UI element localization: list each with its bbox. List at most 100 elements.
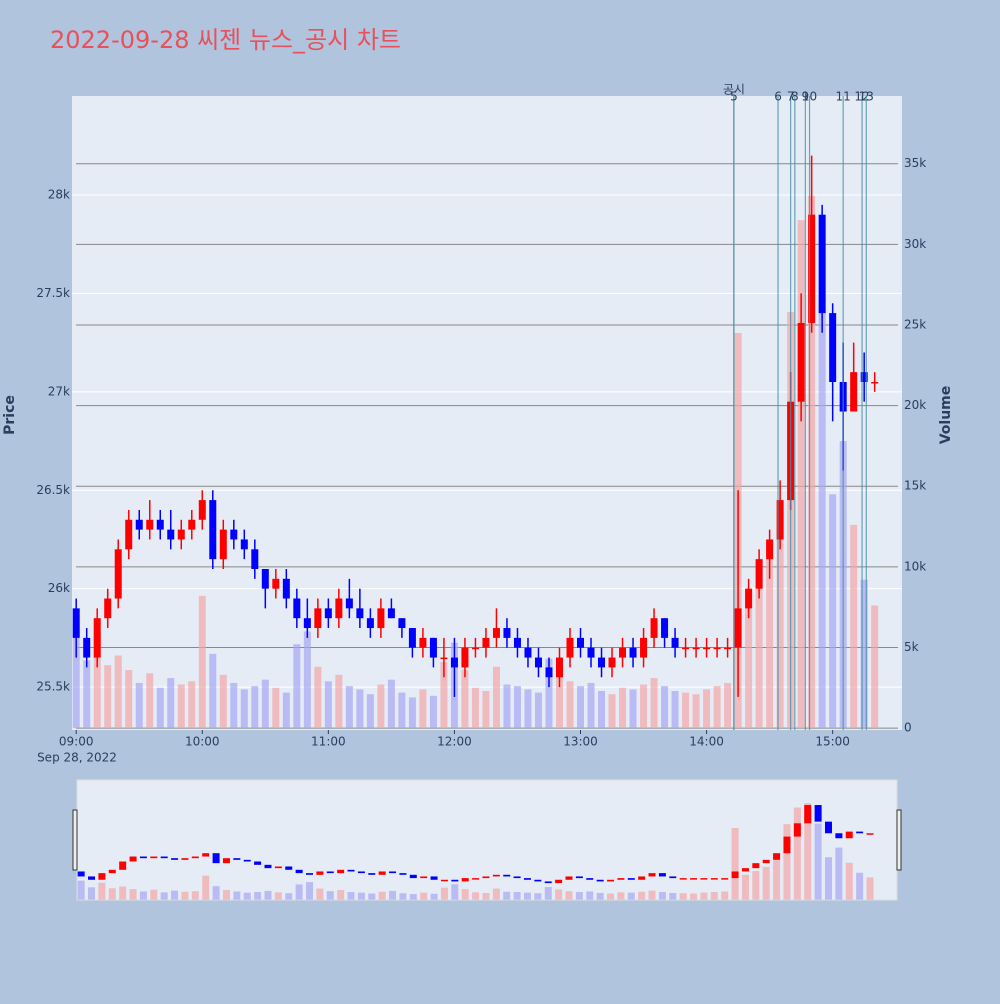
- slider-candle: [461, 878, 469, 882]
- volume-bar: [503, 684, 511, 729]
- slider-candle: [212, 853, 220, 864]
- slider-volume-bar: [856, 872, 864, 900]
- slider-handle[interactable]: [896, 809, 902, 871]
- slider-candle: [731, 871, 739, 879]
- volume-bar: [692, 694, 700, 729]
- slider-candle: [773, 853, 781, 860]
- volume-bar: [755, 570, 763, 729]
- slider-volume-bar: [108, 888, 116, 900]
- slider-candle: [243, 859, 251, 862]
- volume-bar: [219, 674, 227, 729]
- slider-volume-bar: [222, 889, 230, 900]
- slider-candle: [150, 856, 158, 859]
- slider-candle: [627, 878, 635, 880]
- volume-bar: [619, 687, 627, 729]
- volume-bar: [860, 579, 868, 729]
- slider-candle: [679, 878, 687, 880]
- slider-volume-bar: [565, 891, 573, 900]
- candle-body: [450, 657, 458, 668]
- candle-body: [240, 539, 248, 550]
- range-slider[interactable]: [76, 779, 898, 901]
- slider-volume-bar: [326, 891, 334, 900]
- slider-candle: [160, 856, 168, 859]
- slider-volume-bar: [77, 880, 85, 900]
- x-date-label: Sep 28, 2022: [37, 751, 117, 765]
- slider-candle: [409, 874, 417, 879]
- slider-candle: [430, 876, 438, 880]
- slider-volume-bar: [555, 889, 563, 900]
- x-tick-label: 10:00: [185, 735, 220, 749]
- slider-candle: [295, 869, 303, 874]
- volume-bar: [640, 684, 648, 729]
- slider-volume-bar: [181, 891, 189, 900]
- volume-bar: [72, 623, 80, 729]
- slider-volume-bar: [399, 893, 407, 900]
- volume-bar: [177, 684, 185, 729]
- slider-volume-bar: [440, 887, 448, 900]
- slider-volume-bar: [773, 860, 781, 900]
- candle-body: [282, 578, 290, 599]
- candle-body: [104, 598, 112, 619]
- y2-tick-label: 5k: [904, 640, 919, 654]
- volume-bar: [682, 692, 690, 729]
- x-tick-label: 15:00: [815, 735, 850, 749]
- slider-candle: [710, 878, 718, 880]
- slider-candle: [534, 879, 542, 882]
- candle-body: [482, 637, 490, 648]
- x-tick-label: 13:00: [563, 735, 598, 749]
- event-label: 8: [791, 90, 799, 104]
- candle-body: [219, 529, 227, 560]
- slider-volume-bar: [658, 892, 666, 900]
- volume-bar: [724, 682, 732, 729]
- slider-candle: [804, 805, 812, 824]
- volume-bar: [114, 655, 122, 729]
- slider-volume-bar: [627, 892, 635, 900]
- slider-volume-bar: [306, 882, 314, 900]
- slider-candle: [472, 878, 480, 880]
- slider-candle: [700, 878, 708, 880]
- volume-bar: [808, 195, 816, 729]
- volume-bar: [408, 697, 416, 729]
- volume-bar: [398, 692, 406, 729]
- slider-volume-bar: [243, 892, 251, 900]
- y-tick-label: 27.5k: [36, 286, 70, 300]
- slider-volume-bar: [804, 803, 812, 900]
- volume-bar: [545, 658, 553, 729]
- volume-bar: [429, 695, 437, 729]
- slider-handle[interactable]: [72, 809, 78, 871]
- candle-body: [598, 657, 606, 668]
- y-tick-label: 26.5k: [36, 483, 70, 497]
- slider-candle: [690, 878, 698, 880]
- candle-body: [324, 608, 332, 619]
- slider-candle: [389, 871, 397, 874]
- y2-tick-label: 0: [904, 721, 912, 735]
- y2-tick-label: 35k: [904, 156, 926, 170]
- slider-volume-bar: [648, 890, 656, 900]
- y2-tick-label: 20k: [904, 398, 926, 412]
- candle-body: [503, 628, 511, 638]
- candle-body: [93, 618, 101, 658]
- volume-bar: [713, 686, 721, 729]
- candle-body: [545, 667, 553, 678]
- slider-candle: [264, 864, 272, 869]
- candle-body: [808, 214, 816, 323]
- candle-body: [650, 618, 658, 638]
- volume-bar: [324, 681, 332, 729]
- volume-bar: [83, 660, 91, 729]
- slider-candle: [108, 869, 116, 874]
- slider-volume-bar: [586, 891, 594, 900]
- volume-bar: [797, 220, 805, 729]
- volume-bar: [366, 694, 374, 729]
- slider-volume-bar: [710, 892, 718, 900]
- volume-bar: [419, 689, 427, 729]
- candle-body: [251, 549, 259, 569]
- slider-candle: [222, 858, 230, 864]
- slider-candle: [648, 873, 656, 877]
- candle-body: [850, 372, 858, 412]
- slider-candle: [555, 879, 563, 884]
- plot-area: [72, 96, 902, 730]
- slider-volume-bar: [752, 870, 760, 900]
- candle-body: [156, 519, 164, 530]
- slider-volume-bar: [409, 894, 417, 900]
- candle-body: [577, 637, 585, 648]
